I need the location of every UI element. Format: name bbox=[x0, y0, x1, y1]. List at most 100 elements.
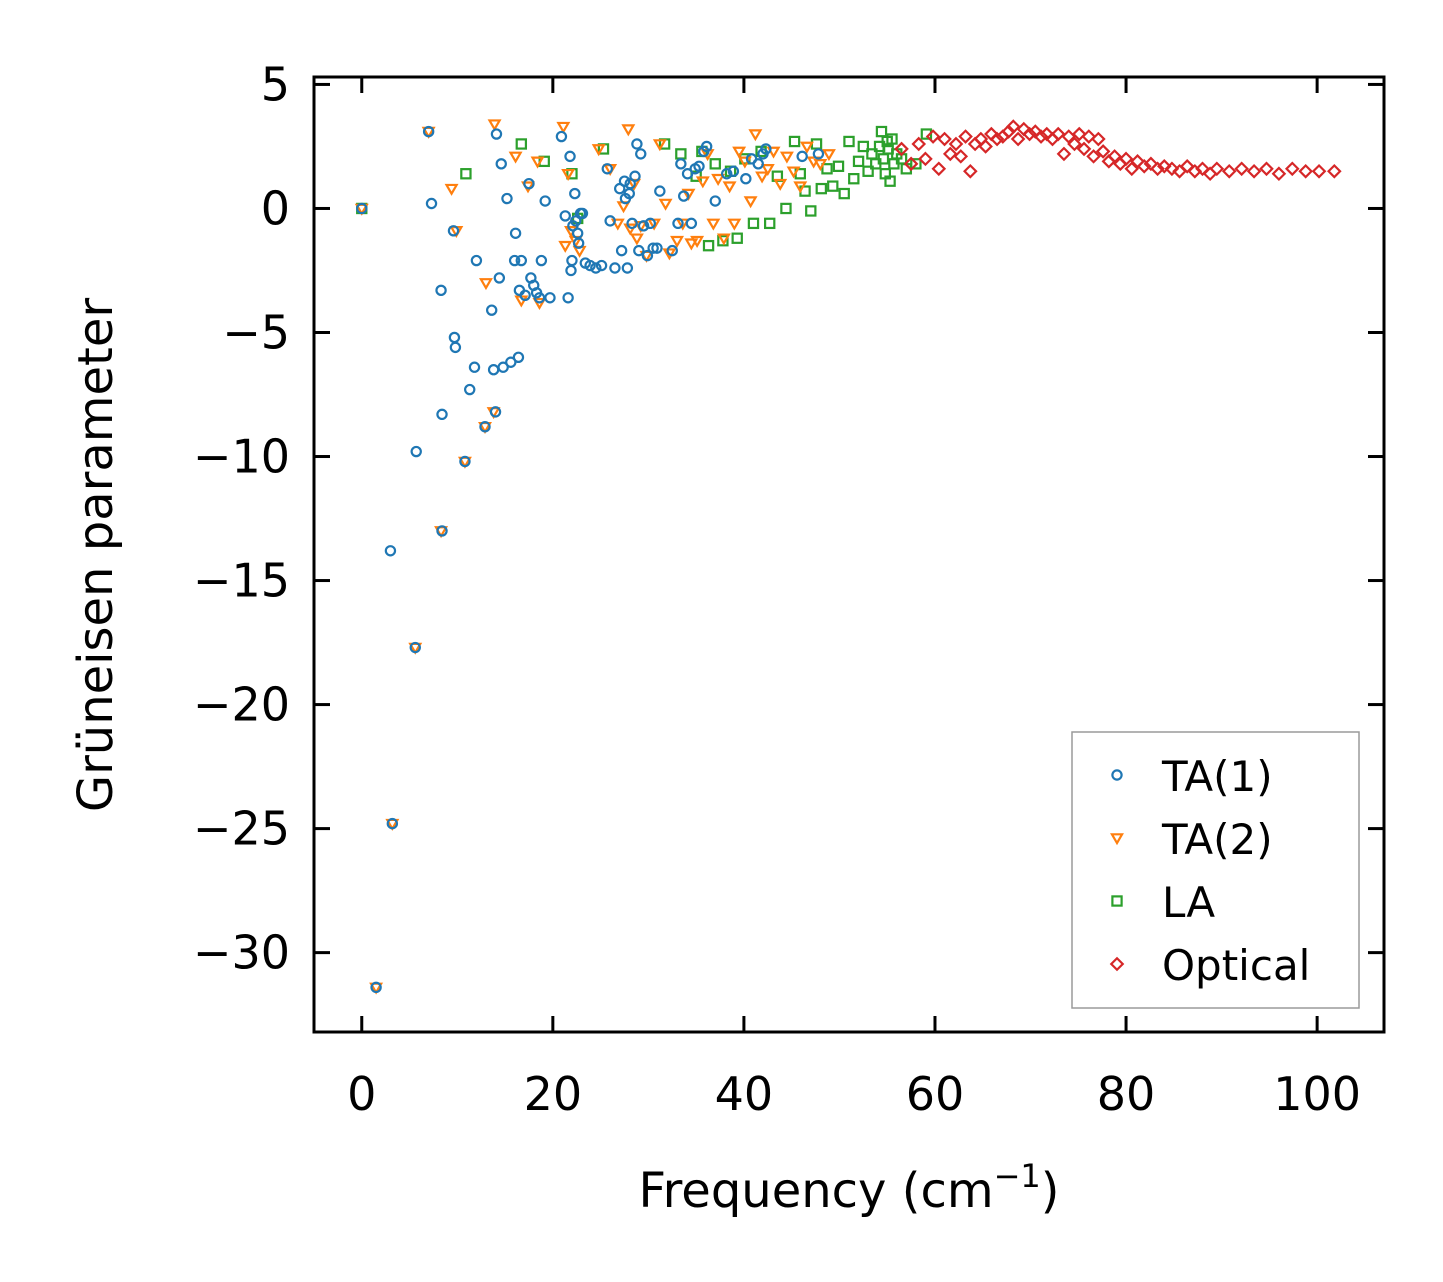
data-point-optical bbox=[1179, 158, 1195, 174]
data-point-la bbox=[843, 135, 855, 148]
data-point-ta2 bbox=[530, 156, 545, 169]
data-point-ta1 bbox=[535, 254, 548, 267]
data-point-ta1 bbox=[626, 217, 638, 230]
data-point-optical bbox=[918, 151, 933, 167]
data-point-ta2 bbox=[684, 238, 699, 251]
data-point-ta1 bbox=[631, 138, 643, 150]
data-point-ta1 bbox=[590, 262, 602, 274]
data-point-optical bbox=[894, 141, 909, 157]
data-point-la bbox=[788, 135, 801, 148]
data-point-ta2 bbox=[706, 218, 721, 231]
data-point-ta2 bbox=[690, 235, 705, 248]
data-point-ta1 bbox=[666, 244, 678, 257]
data-point-ta1 bbox=[370, 981, 382, 994]
data-point-ta1 bbox=[409, 641, 421, 654]
data-point-ta2 bbox=[748, 129, 763, 142]
data-point-la bbox=[838, 187, 850, 200]
data-point-ta1 bbox=[727, 165, 740, 177]
data-point-optical bbox=[1327, 163, 1342, 179]
data-point-la bbox=[910, 158, 922, 170]
data-point-ta1 bbox=[740, 173, 752, 185]
data-point-optical bbox=[953, 149, 969, 164]
legend-label-ta1: TA(1) bbox=[1161, 752, 1273, 801]
data-point-optical bbox=[1081, 129, 1097, 144]
data-point-ta2 bbox=[681, 188, 696, 201]
data-point-ta1 bbox=[584, 259, 596, 272]
data-point-ta1 bbox=[637, 220, 650, 232]
y-tick-label: −20 bbox=[193, 678, 290, 732]
data-point-la bbox=[460, 168, 472, 180]
data-point-optical bbox=[1136, 158, 1152, 174]
data-point-ta2 bbox=[444, 183, 459, 196]
data-point-optical bbox=[958, 129, 973, 144]
data-point-ta1 bbox=[629, 170, 641, 182]
data-point-ta1 bbox=[468, 361, 481, 373]
data-point-ta1 bbox=[539, 195, 551, 207]
legend-label-optical: Optical bbox=[1162, 941, 1310, 990]
data-point-optical bbox=[1311, 163, 1327, 179]
data-point-la bbox=[852, 155, 865, 168]
data-point-ta2 bbox=[561, 168, 576, 181]
data-point-optical bbox=[989, 131, 1005, 147]
data-point-optical bbox=[1234, 161, 1249, 177]
data-point-ta2 bbox=[675, 218, 690, 231]
data-point-ta1 bbox=[485, 304, 498, 316]
data-point-ta1 bbox=[693, 160, 705, 172]
data-point-ta1 bbox=[633, 244, 645, 257]
x-tick-labels: 0 20 40 60 80 100 bbox=[347, 1067, 1361, 1121]
x-tick-label: 100 bbox=[1273, 1067, 1361, 1121]
data-point-ta2 bbox=[658, 198, 673, 211]
data-point-optical bbox=[1130, 154, 1145, 169]
data-point-ta1 bbox=[618, 175, 631, 187]
data-point-optical bbox=[942, 146, 958, 162]
data-point-ta1 bbox=[422, 125, 435, 138]
y-tick-label: −30 bbox=[193, 926, 290, 980]
data-point-la bbox=[821, 163, 833, 175]
data-point-optical bbox=[1050, 126, 1066, 142]
data-point-ta1 bbox=[515, 254, 528, 267]
data-point-ta1 bbox=[447, 225, 460, 237]
data-point-ta1 bbox=[569, 187, 581, 200]
data-point-ta1 bbox=[651, 242, 663, 254]
data-point-ta1 bbox=[621, 262, 634, 274]
data-point-ta1 bbox=[436, 525, 448, 537]
data-point-ta1 bbox=[425, 197, 438, 210]
data-point-ta2 bbox=[760, 163, 775, 177]
data-point-optical bbox=[1118, 151, 1134, 167]
legend-marker-ta1 bbox=[1111, 769, 1123, 781]
y-tick-labels: 5 0 −5 −10 −15 −20 −25 −30 bbox=[193, 57, 290, 979]
data-point-la bbox=[717, 235, 729, 247]
data-point-ta1 bbox=[641, 249, 654, 262]
data-point-la bbox=[805, 205, 817, 217]
data-point-ta2 bbox=[813, 159, 828, 172]
data-point-la bbox=[731, 232, 743, 244]
data-point-ta1 bbox=[523, 177, 535, 190]
data-point-optical bbox=[1022, 126, 1037, 142]
y-tick-label: −15 bbox=[193, 554, 290, 608]
data-point-optical bbox=[1246, 163, 1262, 179]
axis-ticks bbox=[314, 77, 1384, 1032]
data-point-ta2 bbox=[793, 181, 808, 194]
data-point-ta2 bbox=[508, 151, 523, 164]
data-point-optical bbox=[948, 136, 964, 152]
data-point-ta1 bbox=[435, 284, 447, 297]
data-point-optical bbox=[1010, 131, 1026, 147]
data-point-ta1 bbox=[700, 140, 713, 153]
data-point-ta1 bbox=[654, 185, 666, 197]
data-point-ta1 bbox=[678, 190, 690, 202]
data-point-optical bbox=[1209, 161, 1225, 177]
data-point-ta1 bbox=[609, 262, 621, 274]
data-point-optical bbox=[1150, 161, 1165, 177]
data-point-ta1 bbox=[410, 445, 422, 458]
y-tick-label: −5 bbox=[222, 305, 290, 359]
data-point-optical bbox=[1284, 161, 1300, 177]
data-point-ta1 bbox=[796, 150, 808, 163]
data-point-la bbox=[764, 217, 776, 230]
data-points bbox=[354, 119, 1342, 995]
data-point-ta1 bbox=[647, 242, 659, 254]
data-point-ta1 bbox=[508, 254, 521, 267]
x-tick-label: 80 bbox=[1097, 1067, 1156, 1121]
data-point-ta1 bbox=[709, 195, 721, 207]
data-point-ta1 bbox=[685, 217, 698, 230]
